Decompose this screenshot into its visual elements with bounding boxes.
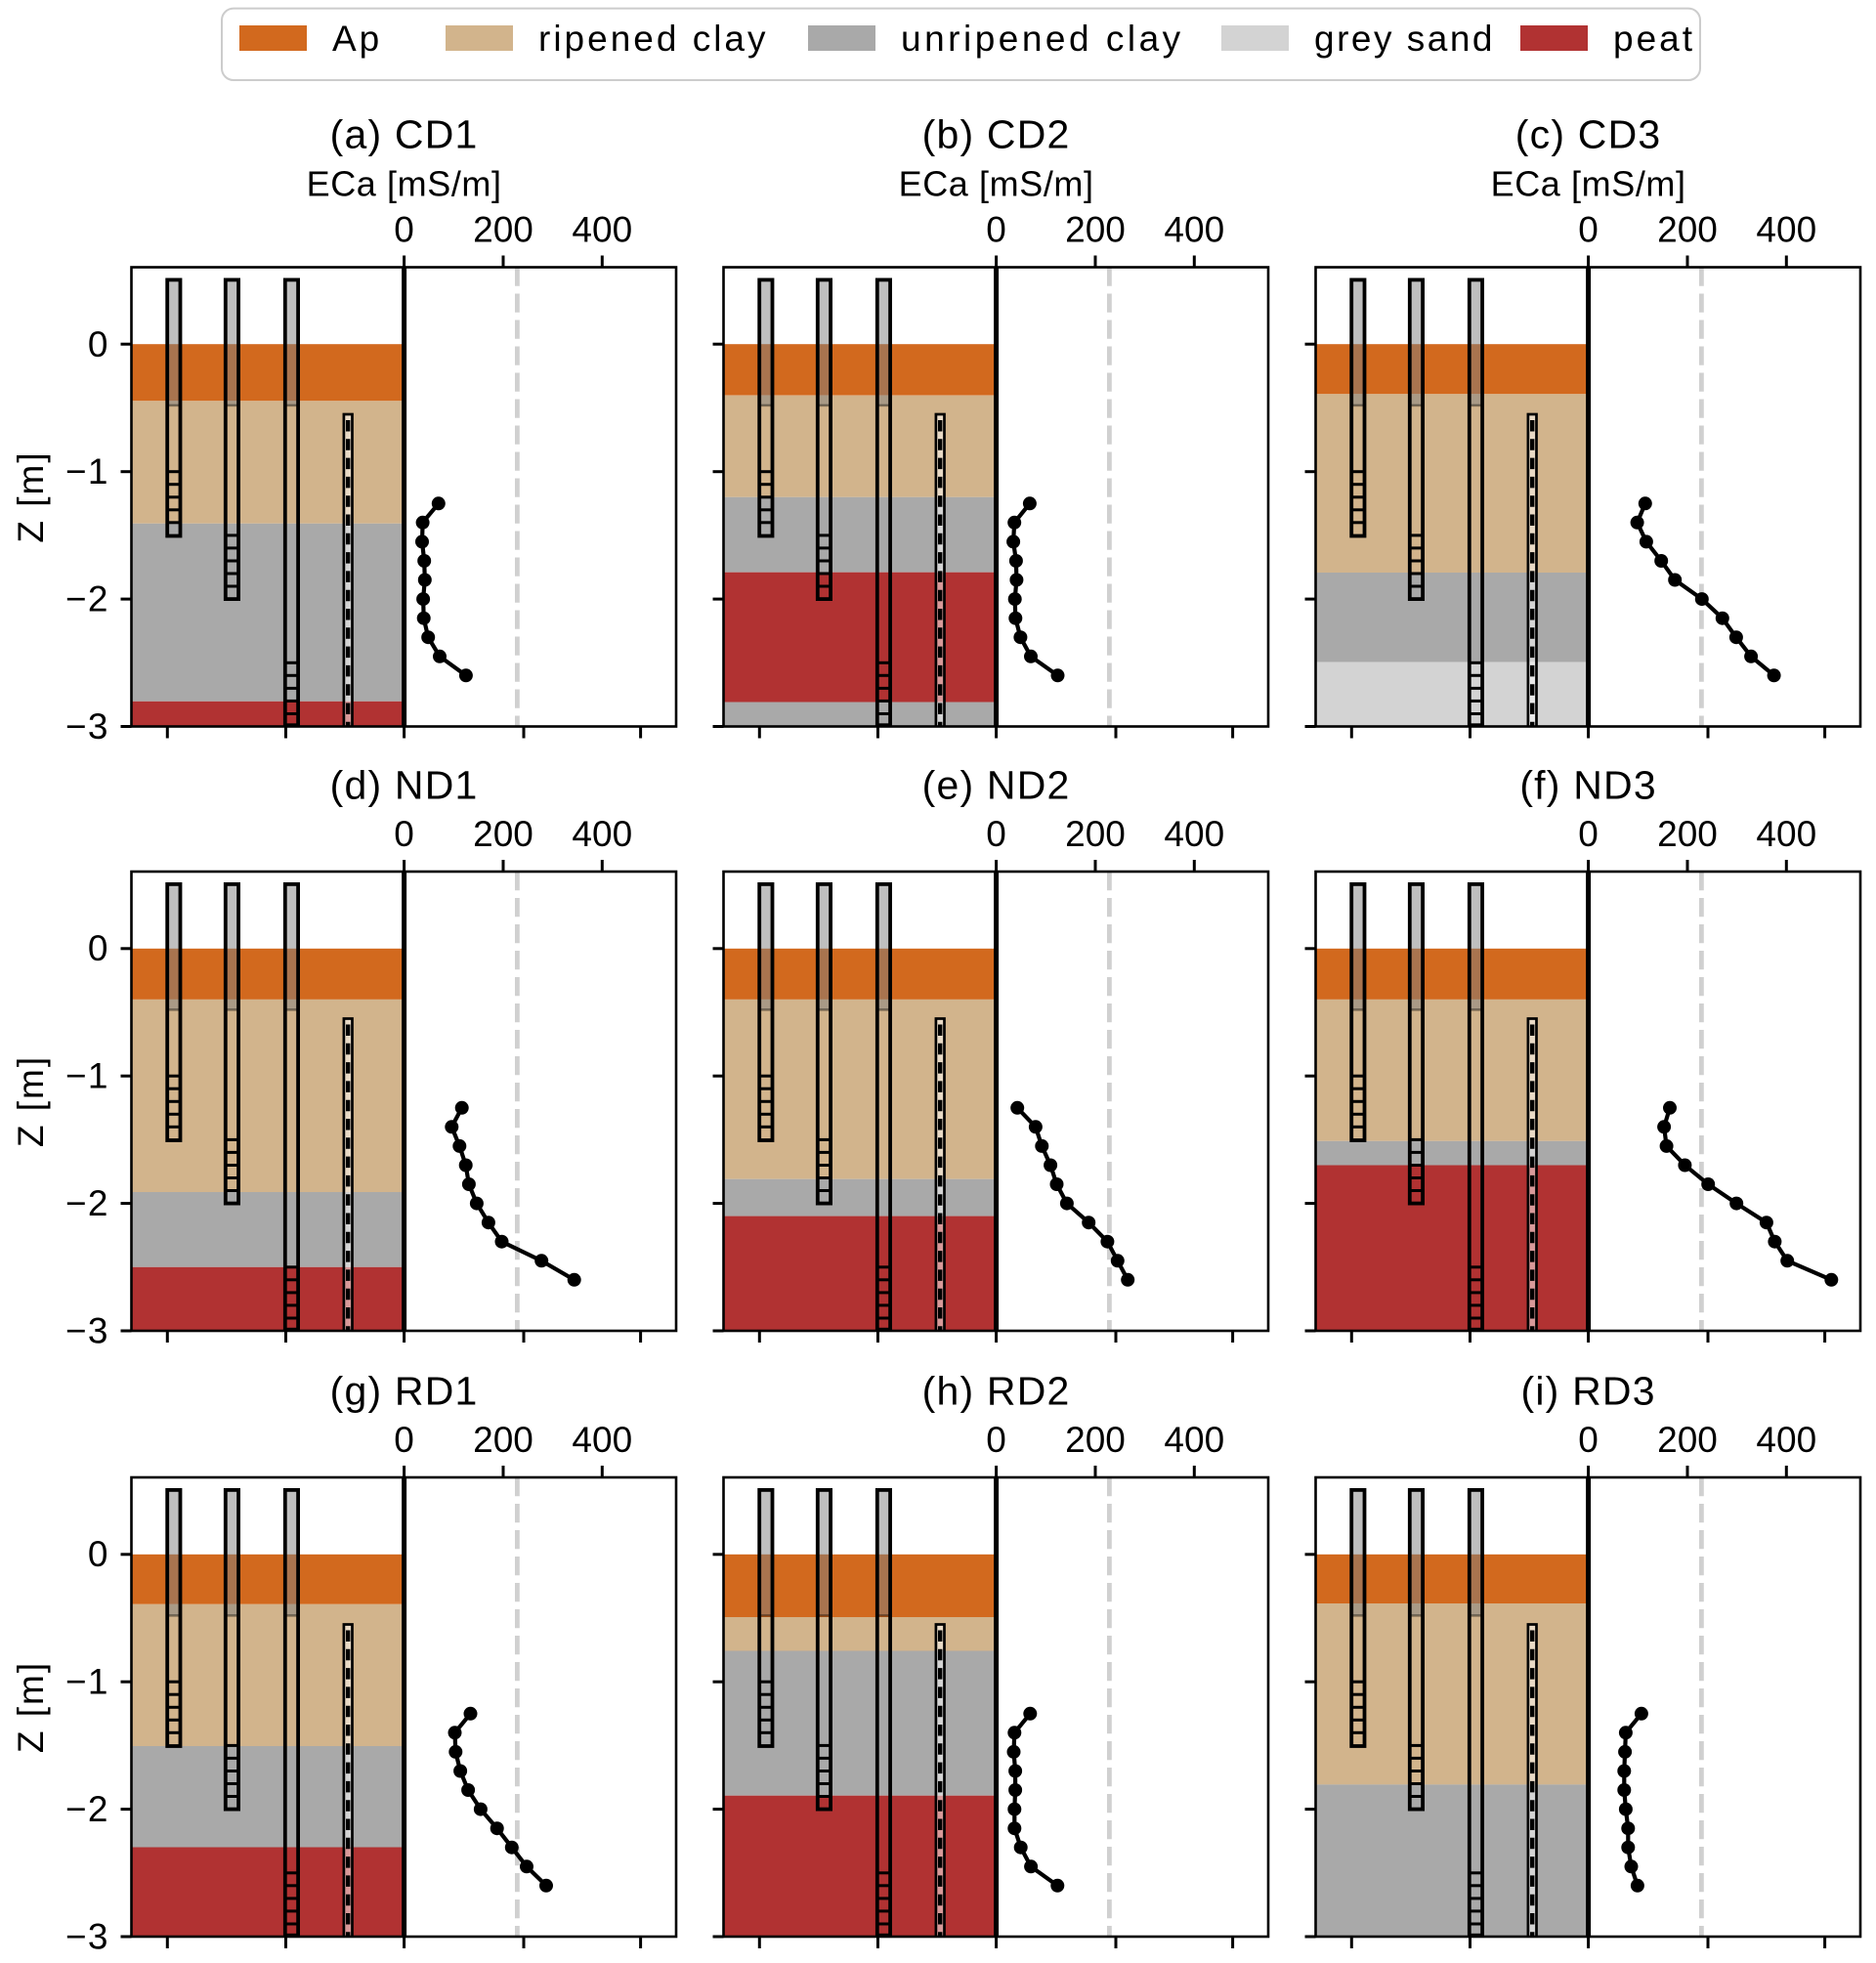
svg-text:grey sand: grey sand bbox=[1314, 19, 1495, 59]
svg-text:(d) ND1: (d) ND1 bbox=[330, 762, 479, 807]
svg-text:−2: −2 bbox=[65, 1183, 109, 1223]
svg-text:−1: −1 bbox=[65, 1662, 109, 1702]
svg-text:400: 400 bbox=[1756, 210, 1816, 250]
svg-text:0: 0 bbox=[88, 1534, 109, 1574]
svg-text:400: 400 bbox=[1164, 814, 1224, 854]
svg-text:0: 0 bbox=[986, 814, 1006, 854]
svg-text:peat: peat bbox=[1613, 19, 1695, 59]
svg-text:200: 200 bbox=[473, 814, 533, 854]
svg-text:400: 400 bbox=[572, 210, 632, 250]
svg-text:200: 200 bbox=[473, 210, 533, 250]
svg-text:400: 400 bbox=[1756, 1420, 1816, 1460]
svg-text:0: 0 bbox=[1578, 1420, 1599, 1460]
svg-text:ECa [mS/m]: ECa [mS/m] bbox=[307, 164, 502, 204]
svg-text:200: 200 bbox=[473, 1420, 533, 1460]
svg-text:400: 400 bbox=[572, 1420, 632, 1460]
svg-text:(c) CD3: (c) CD3 bbox=[1515, 111, 1662, 156]
svg-text:−1: −1 bbox=[65, 1056, 109, 1096]
svg-text:(f) ND3: (f) ND3 bbox=[1519, 762, 1657, 807]
svg-text:0: 0 bbox=[88, 928, 109, 968]
svg-text:−3: −3 bbox=[65, 1917, 109, 1957]
svg-text:200: 200 bbox=[1657, 210, 1718, 250]
svg-text:0: 0 bbox=[1578, 210, 1599, 250]
svg-text:−3: −3 bbox=[65, 1311, 109, 1351]
svg-text:ripened clay: ripened clay bbox=[538, 19, 769, 59]
svg-text:0: 0 bbox=[88, 324, 109, 364]
svg-text:400: 400 bbox=[1164, 210, 1224, 250]
svg-text:ECa [mS/m]: ECa [mS/m] bbox=[899, 164, 1094, 204]
svg-text:0: 0 bbox=[986, 210, 1006, 250]
svg-text:Z [m]: Z [m] bbox=[11, 1661, 51, 1753]
svg-text:(e) ND2: (e) ND2 bbox=[922, 762, 1071, 807]
svg-text:Z [m]: Z [m] bbox=[11, 1055, 51, 1147]
svg-text:−2: −2 bbox=[65, 1789, 109, 1829]
svg-text:−1: −1 bbox=[65, 451, 109, 491]
svg-text:unripened clay: unripened clay bbox=[901, 19, 1184, 59]
svg-text:Z [m]: Z [m] bbox=[11, 450, 51, 542]
svg-text:200: 200 bbox=[1065, 814, 1126, 854]
svg-text:ECa [mS/m]: ECa [mS/m] bbox=[1491, 164, 1686, 204]
svg-text:(i) RD3: (i) RD3 bbox=[1520, 1368, 1655, 1413]
svg-text:0: 0 bbox=[394, 210, 414, 250]
svg-text:0: 0 bbox=[1578, 814, 1599, 854]
svg-text:(h) RD2: (h) RD2 bbox=[922, 1368, 1071, 1413]
svg-text:0: 0 bbox=[394, 1420, 414, 1460]
svg-text:Ap: Ap bbox=[332, 19, 382, 59]
svg-text:200: 200 bbox=[1065, 210, 1126, 250]
svg-text:200: 200 bbox=[1657, 1420, 1718, 1460]
svg-text:400: 400 bbox=[1756, 814, 1816, 854]
svg-text:(g) RD1: (g) RD1 bbox=[330, 1368, 479, 1413]
svg-text:200: 200 bbox=[1657, 814, 1718, 854]
svg-text:−3: −3 bbox=[65, 706, 109, 747]
svg-text:−2: −2 bbox=[65, 579, 109, 619]
svg-text:400: 400 bbox=[1164, 1420, 1224, 1460]
svg-text:0: 0 bbox=[986, 1420, 1006, 1460]
svg-text:0: 0 bbox=[394, 814, 414, 854]
svg-text:(a) CD1: (a) CD1 bbox=[330, 111, 479, 156]
svg-text:400: 400 bbox=[572, 814, 632, 854]
svg-text:(b) CD2: (b) CD2 bbox=[922, 111, 1071, 156]
svg-text:200: 200 bbox=[1065, 1420, 1126, 1460]
